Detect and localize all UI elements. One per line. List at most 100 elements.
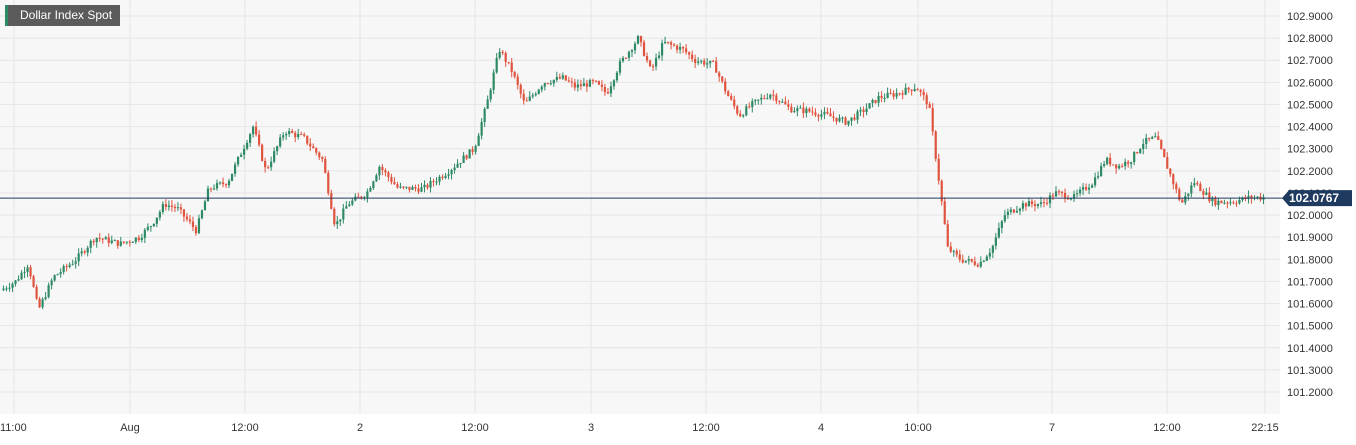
- candle-body: [1066, 198, 1070, 200]
- candle-body: [1009, 209, 1012, 212]
- candle-body: [1090, 185, 1094, 188]
- x-tick-label: 2: [357, 422, 363, 434]
- candle-body: [1136, 152, 1139, 154]
- candle-body: [1127, 161, 1130, 164]
- candle-body: [1181, 199, 1184, 203]
- candle-body: [1205, 192, 1208, 195]
- candle-body: [1202, 191, 1205, 195]
- candle-body: [255, 126, 258, 135]
- candle-body: [300, 134, 303, 136]
- candle-body: [1133, 152, 1136, 163]
- candle-body: [1081, 187, 1085, 190]
- candle-body: [113, 240, 116, 242]
- candle-body: [1220, 200, 1223, 204]
- candle-body: [1024, 203, 1028, 207]
- candle-body: [1196, 183, 1199, 185]
- candle-body: [811, 111, 814, 113]
- candle-body: [489, 89, 492, 100]
- candle-body: [291, 130, 294, 133]
- candle-body: [1042, 202, 1046, 204]
- candle-body: [50, 280, 53, 286]
- candle-body: [1093, 177, 1097, 186]
- candle-body: [862, 109, 865, 113]
- candle-body: [688, 52, 691, 55]
- candle-body: [218, 182, 222, 184]
- candle-body: [1072, 194, 1076, 199]
- candle-body: [486, 99, 489, 109]
- candle-body: [1193, 183, 1196, 186]
- y-tick-label: 102.3000: [1287, 144, 1333, 156]
- y-tick-label: 101.5000: [1287, 321, 1333, 333]
- candle-body: [919, 90, 922, 92]
- candle-body: [306, 135, 309, 144]
- candle-body: [712, 60, 715, 62]
- candle-body: [432, 180, 435, 183]
- candle-body: [724, 81, 727, 92]
- candle-body: [847, 120, 850, 125]
- y-tick-label: 102.6000: [1287, 77, 1333, 89]
- x-tick-label: 22:15: [1251, 422, 1279, 434]
- candle-body: [423, 184, 426, 188]
- y-tick-label: 102.0000: [1287, 210, 1333, 222]
- candle-body: [1045, 202, 1049, 204]
- candle-body: [318, 152, 321, 158]
- candle-body: [197, 218, 201, 234]
- candle-body: [77, 253, 80, 262]
- candle-body: [1217, 200, 1220, 206]
- candle-body: [1118, 165, 1121, 169]
- candle-body: [967, 259, 970, 261]
- candle-body: [342, 208, 345, 220]
- candle-body: [492, 72, 495, 90]
- candle-body: [865, 108, 868, 113]
- last-price-label: 102.0767: [1282, 190, 1352, 207]
- candle-body: [128, 241, 131, 243]
- candle-body: [465, 155, 468, 159]
- candle-body: [715, 61, 718, 73]
- candle-body: [23, 271, 26, 273]
- candle-body: [1048, 195, 1052, 204]
- candle-body: [116, 240, 119, 246]
- candle-body: [1190, 185, 1193, 194]
- candle-body: [1109, 157, 1112, 165]
- candle-body: [393, 182, 396, 185]
- candle-body: [1250, 195, 1253, 199]
- candle-body: [119, 241, 122, 246]
- chart-title-badge: Dollar Index Spot: [5, 5, 121, 26]
- candle-body: [1030, 201, 1034, 205]
- x-tick-label: 11:00: [0, 422, 27, 434]
- candle-body: [258, 134, 261, 145]
- candle-body: [886, 92, 889, 98]
- candle-body: [793, 111, 796, 113]
- candle-body: [1187, 193, 1190, 197]
- candle-body: [501, 51, 504, 53]
- candle-body: [973, 261, 976, 265]
- candle-body: [1021, 203, 1025, 209]
- candle-body: [528, 96, 531, 101]
- candle-body: [766, 98, 769, 100]
- candle-body: [946, 224, 949, 247]
- candle-body: [1241, 197, 1244, 201]
- candle-body: [648, 60, 652, 67]
- candle-body: [447, 174, 450, 176]
- candle-body: [390, 177, 393, 183]
- candle-body: [543, 83, 546, 87]
- candle-body: [101, 238, 104, 240]
- candle-body: [898, 93, 901, 95]
- candle-body: [943, 201, 946, 225]
- candle-body: [910, 89, 913, 91]
- candle-body: [1054, 191, 1058, 197]
- candle-body: [122, 241, 125, 243]
- candle-body: [763, 97, 766, 99]
- candle-body: [1036, 204, 1040, 207]
- candle-body: [5, 288, 8, 290]
- candle-body: [871, 99, 874, 104]
- candle-body: [1232, 202, 1235, 204]
- candles: [2, 34, 1265, 310]
- candle-body: [901, 93, 904, 95]
- candle-body: [519, 84, 522, 94]
- candle-body: [233, 164, 237, 174]
- candle-body: [772, 94, 775, 96]
- candle-body: [961, 259, 964, 263]
